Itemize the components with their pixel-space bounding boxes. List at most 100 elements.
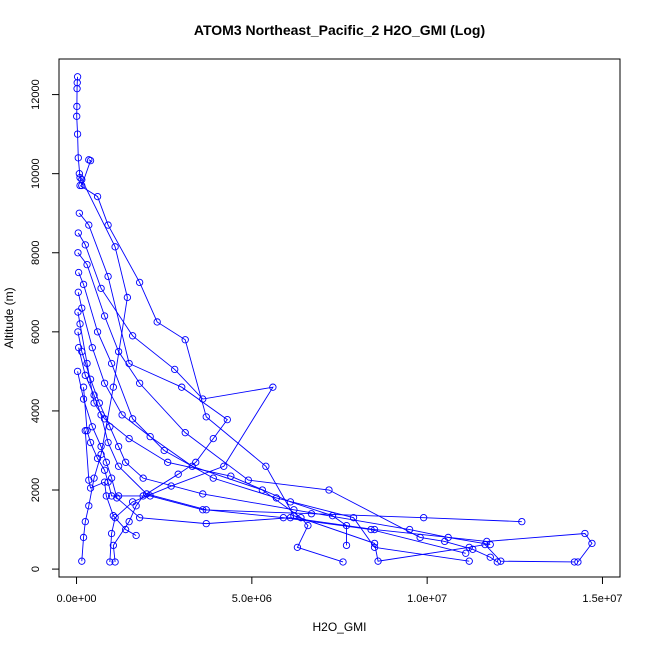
data-point	[111, 558, 119, 566]
x-tick-label: 0.0e+00	[56, 593, 96, 605]
data-point	[258, 486, 267, 494]
data-point	[307, 510, 316, 518]
y-tick-label: 2000	[30, 478, 42, 502]
data-point	[74, 308, 82, 316]
x-tick-label: 5.0e+06	[232, 593, 272, 605]
data-point	[125, 517, 133, 526]
data-point	[85, 476, 93, 484]
x-tick-label: 1.0e+07	[407, 593, 447, 605]
series-line	[77, 331, 491, 546]
data-point	[114, 442, 123, 451]
series-line	[79, 185, 575, 563]
y-axis: 0 2000 4000 6000 8000 10000 12000	[30, 79, 60, 572]
x-axis-label: H2O_GMI	[312, 620, 366, 634]
data-point	[79, 395, 88, 403]
data-point	[73, 130, 82, 138]
data-point	[90, 474, 98, 482]
data-point	[86, 438, 95, 447]
data-point	[81, 427, 89, 435]
data-point	[293, 543, 302, 551]
data-point	[128, 498, 137, 506]
data-point	[73, 85, 81, 93]
data-point	[469, 545, 477, 553]
data-point	[104, 438, 112, 447]
y-axis-label: Altitude (m)	[2, 287, 16, 348]
data-point	[128, 332, 137, 340]
data-point	[269, 383, 277, 391]
y-tick-label: 12000	[30, 79, 42, 110]
series-1	[73, 73, 95, 190]
data-point	[223, 415, 231, 424]
data-point	[102, 458, 110, 466]
data-point	[109, 512, 117, 520]
series-line	[77, 292, 344, 563]
data-point	[86, 484, 95, 492]
data-point	[104, 221, 112, 229]
data-point	[75, 170, 83, 178]
data-point	[465, 557, 473, 565]
data-point	[114, 462, 123, 470]
x-tick-label: 1.5e+07	[582, 593, 622, 605]
data-point	[78, 304, 86, 312]
data-point	[118, 411, 126, 419]
data-point	[135, 514, 144, 522]
data-point	[199, 395, 207, 403]
series-4	[75, 209, 231, 566]
data-point	[79, 280, 88, 289]
data-point	[74, 344, 83, 352]
data-point	[220, 462, 228, 470]
data-point	[135, 278, 144, 287]
series-line	[77, 252, 498, 563]
data-point	[83, 359, 91, 368]
y-tick-label: 6000	[30, 320, 42, 344]
series-6	[74, 249, 501, 566]
data-point	[102, 492, 110, 500]
series-layer	[73, 73, 596, 566]
data-point	[370, 525, 379, 534]
data-point	[574, 558, 582, 566]
data-point	[483, 537, 491, 546]
data-point	[95, 399, 103, 407]
data-point	[79, 383, 88, 391]
data-point	[405, 525, 414, 534]
data-point	[81, 241, 89, 249]
data-point	[164, 458, 172, 466]
data-point	[143, 490, 151, 498]
series-line	[78, 347, 466, 554]
data-point	[135, 379, 144, 387]
data-point	[286, 514, 295, 522]
data-point	[88, 423, 96, 431]
data-point	[74, 288, 82, 296]
data-point	[73, 102, 81, 111]
data-point	[121, 525, 130, 534]
data-point	[85, 156, 93, 164]
data-point	[342, 541, 351, 550]
data-point	[100, 466, 109, 474]
data-point	[370, 543, 379, 551]
data-point	[174, 470, 182, 478]
data-point	[85, 502, 93, 510]
data-point	[93, 454, 102, 463]
data-point	[74, 268, 83, 277]
data-point	[76, 320, 84, 328]
data-point	[493, 558, 501, 566]
series-line	[78, 173, 128, 562]
data-point	[78, 557, 86, 565]
data-point	[132, 531, 140, 540]
data-point	[100, 312, 109, 320]
data-point	[181, 336, 189, 344]
data-point	[297, 514, 305, 522]
data-point	[74, 328, 82, 336]
data-point	[497, 557, 505, 565]
data-point	[93, 328, 102, 336]
data-point	[153, 318, 161, 326]
data-point	[181, 429, 189, 437]
data-point	[111, 514, 119, 522]
data-point	[325, 486, 333, 494]
data-point	[570, 558, 579, 566]
y-tick-label: 10000	[30, 158, 42, 189]
data-point	[107, 529, 116, 538]
data-point	[74, 154, 82, 162]
data-point	[107, 492, 116, 500]
